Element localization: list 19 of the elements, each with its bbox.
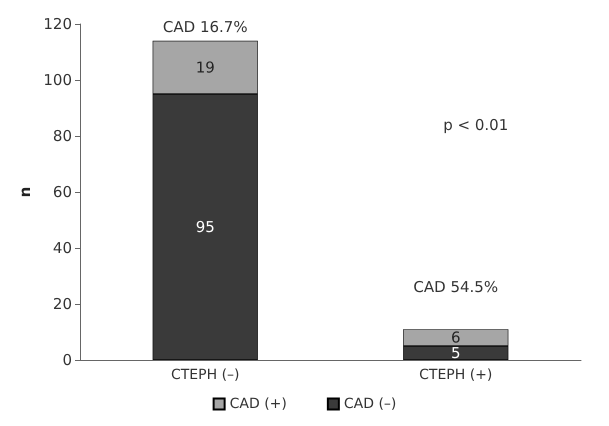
y-tick-label: 0 bbox=[62, 351, 72, 369]
annotation: CAD 54.5% bbox=[413, 278, 498, 296]
y-tick-label: 80 bbox=[52, 127, 72, 145]
data-label: 19 bbox=[196, 58, 215, 76]
y-tick-label: 20 bbox=[52, 295, 72, 313]
annotation: p < 0.01 bbox=[443, 116, 508, 134]
legend-label: CAD (–) bbox=[344, 396, 396, 412]
legend-label: CAD (+) bbox=[230, 396, 287, 412]
data-label: 6 bbox=[450, 328, 461, 347]
x-tick-label: CTEPH (–) bbox=[170, 367, 240, 383]
y-tick-label: 60 bbox=[52, 183, 72, 201]
x-tick-label: CTEPH (+) bbox=[419, 367, 492, 383]
y-axis-title: n bbox=[16, 186, 34, 198]
y-tick-label: 40 bbox=[52, 239, 72, 257]
data-label: 95 bbox=[196, 218, 215, 236]
annotation: CAD 16.7% bbox=[162, 18, 248, 36]
data-label: 5 bbox=[450, 344, 461, 362]
y-tick-label: 120 bbox=[43, 15, 72, 33]
y-tick-label: 100 bbox=[43, 71, 72, 89]
